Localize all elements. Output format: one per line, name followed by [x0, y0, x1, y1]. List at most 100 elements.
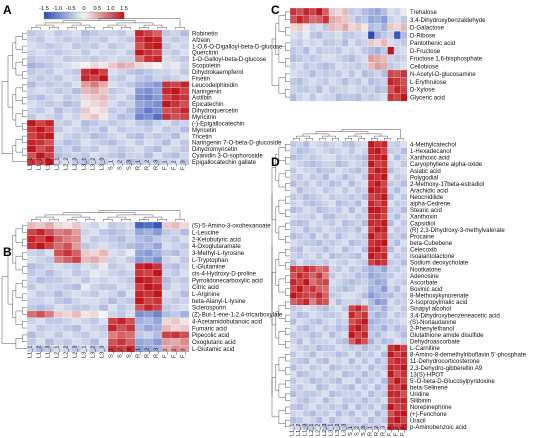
- heatmap-cell: [71, 55, 82, 63]
- heatmap-cell: [152, 87, 163, 95]
- heatmap-cell: [361, 77, 369, 86]
- heatmap-cell: [400, 140, 408, 148]
- column-dendrogram-branch: [175, 219, 185, 222]
- heatmap-cell: [26, 100, 37, 108]
- heatmap-cell: [309, 318, 317, 326]
- heatmap-cell: [134, 242, 145, 250]
- heatmap-cell: [367, 206, 375, 214]
- heatmap-cell: [302, 193, 310, 201]
- heatmap-cell: [374, 285, 382, 293]
- heatmap-cell: [361, 180, 369, 188]
- heatmap-cell: [361, 291, 369, 299]
- heatmap-cell: [116, 94, 127, 101]
- heatmap-cell: [125, 310, 136, 319]
- row-label: N-Acetyl-D-glucosamine: [410, 71, 476, 78]
- legend-swatch: [88, 12, 91, 19]
- heatmap-cell: [374, 265, 382, 273]
- heatmap-cell: [387, 291, 395, 299]
- dendrogram-branch: [22, 45, 27, 53]
- heatmap-cell: [302, 38, 310, 48]
- heatmap-cell: [387, 318, 395, 326]
- heatmap-cell: [296, 173, 304, 181]
- heatmap-cell: [315, 357, 323, 365]
- heatmap-cell: [328, 272, 336, 280]
- heatmap-cell: [71, 74, 82, 82]
- heatmap-cell: [143, 324, 154, 332]
- heatmap-cell: [62, 132, 73, 140]
- heatmap-cell: [116, 310, 127, 319]
- legend-swatch: [106, 12, 109, 19]
- row-label: (S)-5-Amino-3-oxohexanoate: [192, 223, 271, 230]
- heatmap-cell: [374, 31, 382, 40]
- heatmap-cell: [289, 239, 297, 247]
- row-label: 1-O-Galloyl-beta-D-glucose: [192, 56, 267, 63]
- dendrogram-branch: [285, 393, 290, 401]
- heatmap-cell: [289, 252, 297, 260]
- heatmap-cell: [335, 160, 343, 168]
- heatmap-cell: [315, 31, 323, 40]
- heatmap-cell: [393, 193, 401, 201]
- heatmap-cell: [80, 87, 91, 95]
- heatmap-cell: [322, 259, 330, 267]
- heatmap-cell: [322, 383, 330, 391]
- heatmap-cell: [367, 410, 375, 418]
- heatmap-cell: [302, 154, 310, 161]
- heatmap-cell: [309, 23, 317, 32]
- heatmap-cell: [107, 303, 118, 312]
- legend-frame: [43, 11, 125, 20]
- heatmap-cell: [98, 62, 109, 69]
- dendrogram-branch: [15, 36, 23, 50]
- heatmap-cell: [374, 154, 382, 161]
- heatmap-cell: [296, 15, 304, 24]
- dendrogram-branch: [285, 58, 290, 67]
- heatmap-cell: [296, 357, 304, 365]
- heatmap-cell: [179, 145, 190, 153]
- heatmap-cell: [374, 357, 382, 365]
- heatmap-cell: [134, 249, 145, 257]
- heatmap-cell: [289, 62, 297, 71]
- heatmap-cell: [302, 7, 310, 17]
- heatmap-cell: [152, 262, 163, 271]
- heatmap-cell: [367, 85, 375, 94]
- heatmap-cell: [328, 285, 336, 293]
- heatmap-cell: [341, 311, 349, 319]
- heatmap-cell: [367, 331, 375, 339]
- row-label: 2-Ketobutyric acid: [192, 236, 241, 243]
- heatmap-cell: [387, 232, 395, 240]
- row-label: beta-Selinene: [410, 385, 448, 392]
- heatmap-cell: [134, 62, 145, 69]
- heatmap-cell: [309, 38, 317, 48]
- row-label: Cyanidin 3-O-sophoroside: [192, 153, 263, 160]
- row-label: D-Galactose: [410, 25, 444, 32]
- heatmap-cell: [380, 318, 388, 326]
- heatmap-cell: [296, 199, 304, 207]
- heatmap-cell: [393, 390, 401, 398]
- heatmap-cell: [289, 23, 297, 32]
- legend-tick-label: 0.5: [93, 6, 101, 12]
- heatmap-cell: [374, 252, 382, 260]
- heatmap-cell: [367, 311, 375, 319]
- heatmap-cell: [98, 113, 109, 121]
- heatmap-cell: [354, 69, 362, 79]
- heatmap-cell: [309, 324, 317, 332]
- heatmap-cell: [143, 228, 154, 236]
- heatmap-cell: [152, 49, 163, 56]
- heatmap-cell: [309, 147, 317, 155]
- heatmap-cell: [400, 259, 408, 267]
- dendrogram-branch: [15, 113, 23, 127]
- heatmap-cell: [134, 42, 145, 50]
- heatmap-cell: [26, 81, 37, 89]
- heatmap-cell: [302, 140, 310, 148]
- heatmap-cell: [341, 390, 349, 398]
- heatmap-cell: [289, 140, 297, 148]
- heatmap-cell: [35, 228, 46, 236]
- heatmap-cell: [35, 42, 46, 50]
- heatmap-cell: [134, 100, 145, 108]
- heatmap-cell: [98, 249, 109, 257]
- heatmap-cell: [387, 147, 395, 155]
- heatmap-cell: [134, 55, 145, 63]
- heatmap-cell: [380, 173, 388, 181]
- heatmap-cell: [328, 226, 336, 234]
- heatmap-cell: [170, 269, 181, 278]
- row-label: 11-Dehydrocorticosterone: [410, 358, 480, 365]
